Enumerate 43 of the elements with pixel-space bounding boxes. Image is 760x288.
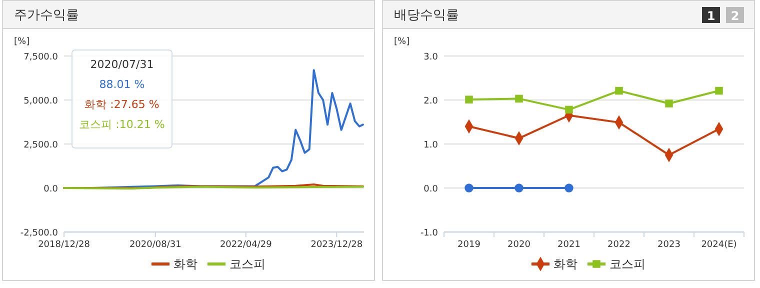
legend-label: 코스피: [230, 257, 266, 271]
page-button: 1: [702, 7, 720, 23]
y-tick-label: -2,500.0: [20, 228, 58, 238]
y-tick-label: 0.0: [44, 184, 58, 194]
y-tick-label: 3.0: [424, 52, 438, 62]
y-tick-label: 1.0: [424, 140, 438, 150]
x-tick-label: 2020/08/31: [129, 240, 182, 250]
x-tick-label: 2023: [658, 240, 680, 250]
legend-label: 화학: [554, 257, 578, 271]
point: [615, 86, 623, 95]
y-tick-label: 2,500.0: [24, 140, 58, 150]
annotation: 88.01 %: [99, 78, 145, 91]
x-tick-label: 2018/12/28: [38, 240, 90, 250]
annotation: 2020/07/31: [90, 58, 154, 71]
page-button: 2: [726, 7, 744, 23]
x-tick-label: 2024(E): [701, 240, 737, 250]
point: [465, 96, 473, 104]
point: [464, 184, 474, 192]
y-tick-label: 5,000.0: [24, 96, 58, 106]
chart-title: 배당수익률: [394, 8, 459, 23]
annotation: 화학 :27.65 %: [84, 98, 160, 111]
point: [514, 184, 524, 192]
x-tick-label: 2022: [608, 240, 630, 250]
y-tick-label: -1.0: [420, 228, 438, 238]
x-tick-label: 2021: [558, 240, 580, 250]
legend-label: 화학: [174, 257, 198, 271]
y-axis-title: [%]: [14, 37, 30, 47]
x-tick-label: 2023/12/28: [310, 240, 363, 250]
point: [665, 100, 673, 108]
y-tick-label: 2.0: [424, 96, 438, 106]
chart-title: 주가수익률: [14, 8, 79, 23]
x-tick-label: 2019: [458, 240, 481, 250]
point: [565, 106, 573, 114]
annotation: 코스피 :10.21 %: [79, 118, 165, 131]
y-axis-title: [%]: [394, 37, 410, 47]
x-tick-label: 2020: [508, 240, 531, 250]
y-tick-label: 0.0: [424, 184, 438, 194]
legend-label: 코스피: [610, 257, 646, 271]
x-tick-label: 2022/04/29: [220, 240, 272, 250]
point: [564, 184, 574, 192]
point: [515, 94, 523, 103]
point: [715, 86, 723, 95]
y-tick-label: 7,500.0: [24, 52, 58, 62]
